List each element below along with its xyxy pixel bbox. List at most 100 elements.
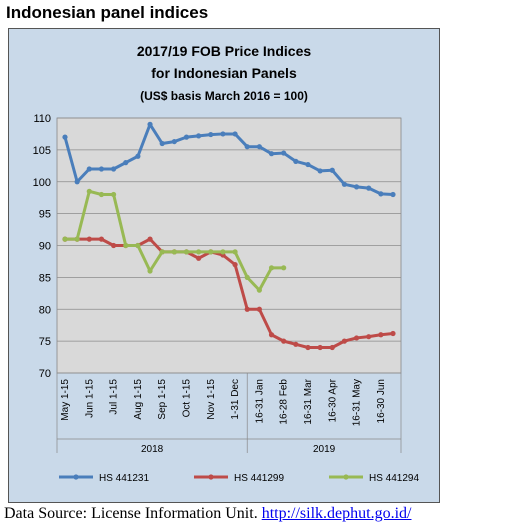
y-tick-label: 100 [33, 177, 51, 189]
data-point [110, 166, 117, 172]
data-point [98, 236, 105, 242]
data-point [123, 242, 129, 249]
data-point [293, 158, 299, 164]
data-point [366, 334, 372, 340]
data-point [244, 306, 250, 312]
data-point [281, 150, 287, 156]
data-point [123, 160, 129, 166]
data-point [196, 133, 202, 139]
data-point [135, 242, 141, 249]
data-point [147, 121, 153, 127]
x-tick-label: 1-31 Dec [230, 379, 241, 420]
data-point [293, 341, 299, 347]
data-point [183, 249, 190, 255]
legend-marker [208, 474, 214, 480]
data-point [171, 138, 177, 145]
data-point [62, 134, 68, 140]
y-tick-label: 85 [39, 272, 51, 284]
data-source-text: Data Source: License Information Unit. [4, 505, 262, 522]
data-point [341, 338, 348, 344]
series-line [65, 237, 394, 349]
data-point [147, 236, 153, 242]
year-label: 2018 [141, 444, 164, 455]
x-tick-label: 16-31 Mar [303, 378, 314, 424]
data-point [244, 144, 250, 150]
data-point [208, 131, 214, 138]
x-tick-label: Jul 1-15 [109, 379, 120, 415]
data-point [305, 344, 311, 351]
series-line [63, 122, 394, 196]
chart-title-line: 2017/19 FOB Price Indices [137, 43, 312, 59]
data-point [366, 185, 372, 191]
page-heading: Indonesian panel indices [6, 3, 209, 22]
y-tick-label: 110 [33, 113, 51, 125]
data-point [220, 249, 226, 255]
data-point [159, 249, 165, 255]
data-point [232, 262, 238, 268]
legend-marker [73, 474, 79, 480]
data-point [208, 249, 214, 255]
x-tick-label: 16-28 Feb [279, 379, 290, 425]
data-point [86, 166, 92, 172]
legend-label: HS 441299 [234, 473, 284, 484]
data-point [353, 335, 360, 341]
data-point [329, 167, 335, 173]
data-point [74, 179, 80, 185]
x-tick-label: May 1-15 [60, 379, 71, 421]
data-source-link[interactable]: http://silk.dephut.go.id/ [261, 505, 412, 522]
data-point [183, 134, 190, 140]
data-point [281, 265, 287, 271]
data-point [353, 184, 360, 190]
data-point [220, 131, 226, 137]
data-point [147, 268, 153, 274]
x-tick-label: 16-30 Apr [327, 378, 338, 422]
data-point [378, 332, 384, 338]
data-point [171, 249, 177, 255]
legend-label: HS 441231 [99, 473, 149, 484]
y-tick-label: 95 [39, 209, 51, 221]
data-point [159, 140, 165, 147]
chart-title-line: for Indonesian Panels [151, 65, 297, 81]
y-tick-label: 90 [39, 241, 51, 253]
line-chart: 2017/19 FOB Price Indices for Indonesian … [33, 43, 420, 484]
data-point [268, 332, 275, 338]
data-point [74, 236, 80, 242]
data-point [98, 166, 105, 172]
data-point [98, 191, 105, 198]
data-point [390, 330, 396, 337]
data-point [62, 236, 68, 242]
x-tick-label: Aug 1-15 [133, 379, 144, 420]
data-point [196, 255, 202, 261]
x-tick-label: Nov 1-15 [206, 379, 217, 420]
chart-title-line: (US$ basis March 2016 = 100) [140, 89, 308, 103]
data-point [305, 161, 311, 168]
data-point [256, 144, 262, 150]
data-point [329, 344, 335, 351]
data-point [317, 168, 323, 174]
x-tick-label: Jun 1-15 [84, 379, 95, 418]
data-point [110, 191, 117, 198]
y-tick-label: 70 [39, 368, 51, 380]
data-point [268, 265, 275, 271]
data-point [268, 151, 275, 157]
data-point [232, 131, 238, 137]
data-point [390, 191, 396, 198]
data-point [378, 191, 384, 197]
year-label: 2019 [313, 444, 336, 455]
x-tick-label: 16-31 May [352, 379, 363, 426]
data-point [232, 249, 238, 255]
data-point [317, 344, 323, 351]
y-tick-label: 75 [39, 336, 51, 348]
data-point [196, 249, 202, 255]
data-point [86, 188, 92, 194]
data-point [244, 274, 250, 280]
data-point [256, 306, 262, 312]
data-point [281, 338, 287, 344]
data-point [341, 181, 348, 187]
data-source-note: Data Source: License Information Unit. h… [4, 505, 411, 523]
chart-container: 2017/19 FOB Price Indices for Indonesian … [8, 28, 440, 503]
data-point [110, 242, 117, 249]
y-tick-label: 105 [33, 145, 51, 157]
x-tick-label: Sep 1-15 [157, 379, 168, 420]
data-point [256, 287, 262, 293]
